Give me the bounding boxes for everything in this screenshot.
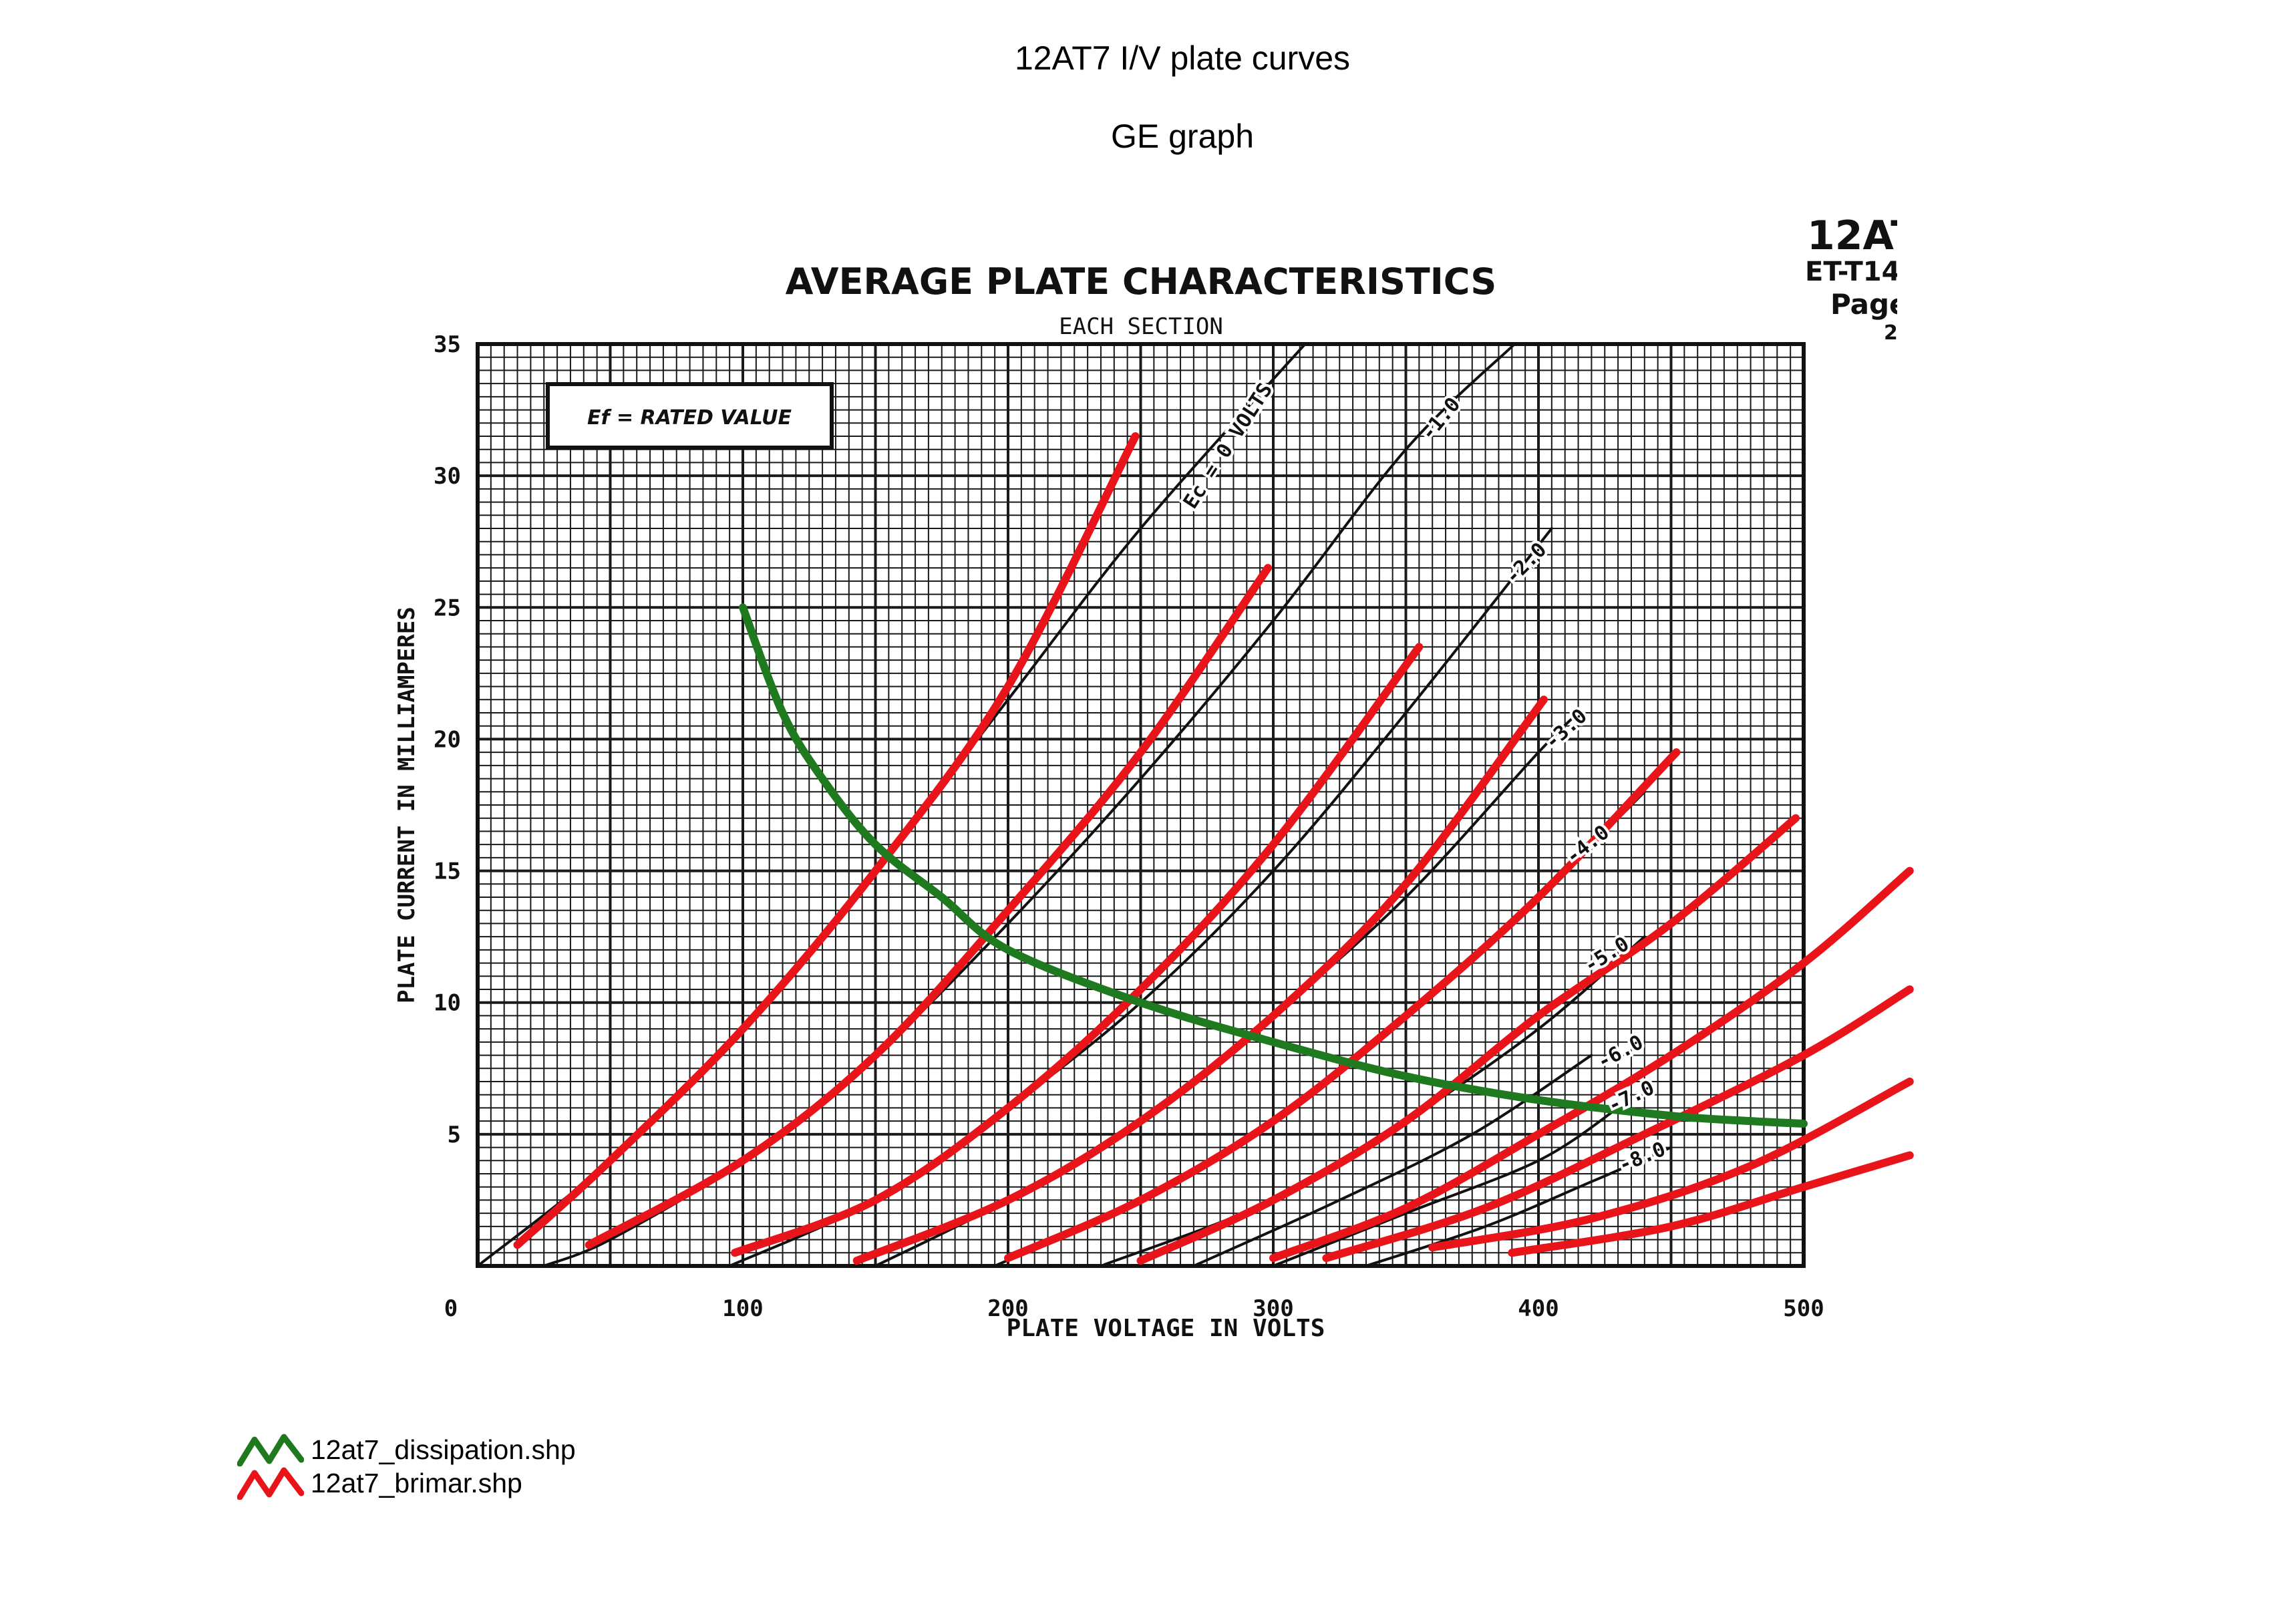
legend-item-dissipation: 12at7_dissipation.shp <box>237 1433 576 1466</box>
x-tick-label: 400 <box>1518 1295 1559 1322</box>
brimar-curve <box>731 643 1424 1257</box>
x-tick-label: 500 <box>1783 1295 1824 1322</box>
y-tick-label: 10 <box>434 990 461 1017</box>
brimar-curve <box>585 564 1273 1249</box>
dissipation-curve <box>739 603 1808 1128</box>
x-tick-label: 200 <box>987 1295 1028 1322</box>
chart-title: AVERAGE PLATE CHARACTERISTICS <box>786 261 1497 303</box>
brimar-curve <box>1136 814 1800 1265</box>
plot-frame <box>476 342 1806 1268</box>
rated-value-note: Ef = RATED VALUE <box>587 406 792 430</box>
curve-label: -1.0 <box>1416 393 1465 445</box>
datasheet-page-number: 2 <box>1884 321 1898 345</box>
legend-swatch-green-icon <box>237 1434 304 1466</box>
page-subtitle: GE graph <box>1110 118 1254 155</box>
datasheet-code: ET-T14 <box>1805 257 1900 287</box>
brimar-curve <box>1004 748 1681 1263</box>
curve-label: -3.0 <box>1540 704 1592 754</box>
curve-label: -6.0 <box>1593 1031 1647 1074</box>
brimar-curve <box>852 695 1548 1265</box>
x-tick-labels: 0 100 200 300 400 500 <box>444 1295 1824 1322</box>
datasheet-page-label: Page <box>1830 288 1909 321</box>
legend-label: 12at7_dissipation.shp <box>311 1434 576 1465</box>
brimar-curve <box>513 432 1140 1249</box>
x-tick-label: 100 <box>722 1295 763 1322</box>
legend-label: 12at7_brimar.shp <box>311 1467 522 1498</box>
x-axis-label: PLATE VOLTAGE IN VOLTS <box>1007 1315 1325 1342</box>
legend-swatch-red-icon <box>237 1467 304 1500</box>
y-axis-label: PLATE CURRENT IN MILLIAMPERES <box>393 607 420 1003</box>
brimar-curve <box>1269 866 1914 1263</box>
grid-bias-curve <box>1364 1146 1673 1267</box>
grid-bias-curve <box>1192 1054 1593 1267</box>
chart-subtitle: EACH SECTION <box>1059 313 1223 340</box>
y-tick-labels: 5 10 15 20 25 30 35 <box>434 331 461 1148</box>
y-tick-label: 25 <box>434 595 461 621</box>
x-tick-label: 300 <box>1253 1295 1293 1322</box>
x-tick-label: 0 <box>444 1295 458 1322</box>
brimar-curve <box>1322 985 1914 1263</box>
y-tick-label: 20 <box>434 726 461 753</box>
brimar-curve <box>1508 1151 1914 1257</box>
y-tick-label: 5 <box>448 1122 461 1148</box>
legend: 12at7_dissipation.shp 12at7_brimar.shp <box>237 1433 576 1500</box>
rated-value-box: Ef = RATED VALUE <box>546 382 834 450</box>
chart-grid <box>476 343 1805 1267</box>
chart-series <box>476 343 1914 1267</box>
brimar-curve <box>1428 1078 1914 1252</box>
legend-item-brimar: 12at7_brimar.shp <box>237 1466 576 1500</box>
grid-bias-curve <box>1272 1106 1620 1267</box>
y-tick-label: 35 <box>434 331 461 358</box>
y-tick-label: 30 <box>434 463 461 490</box>
y-tick-label: 15 <box>434 858 461 885</box>
page-title: 12AT7 I/V plate curves <box>1014 39 1351 77</box>
page-clip-mask <box>1897 200 2296 601</box>
